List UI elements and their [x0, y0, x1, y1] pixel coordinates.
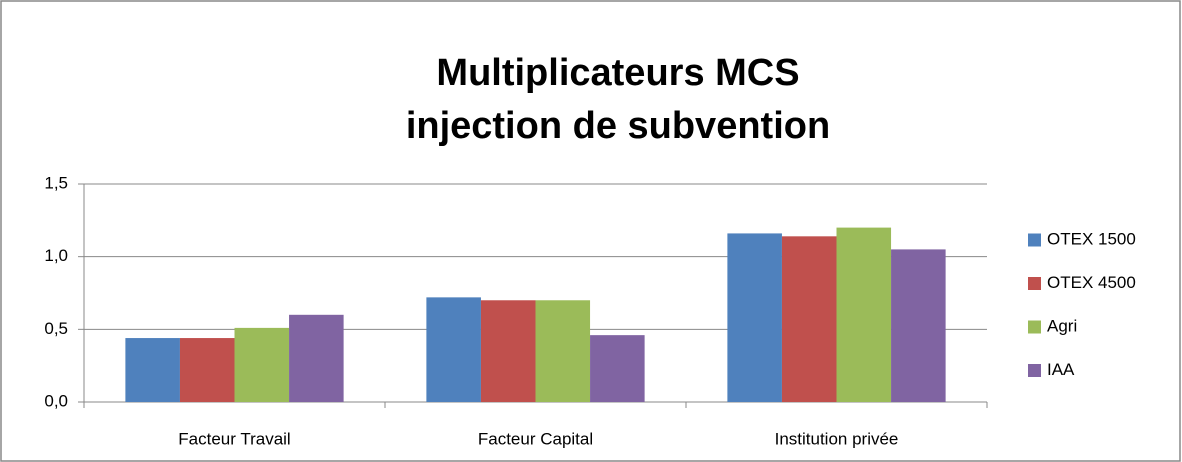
- bar: [836, 227, 892, 402]
- legend-swatch: [1028, 364, 1041, 377]
- bar: [590, 335, 645, 402]
- bar: [179, 338, 235, 402]
- x-tick-label: Institution privée: [775, 429, 899, 448]
- x-tick-label: Facteur Travail: [178, 429, 290, 448]
- bar: [781, 236, 837, 402]
- chart-title: Multiplicateurs MCS: [436, 52, 799, 94]
- legend-swatch: [1028, 277, 1041, 290]
- legend-label: OTEX 4500: [1047, 273, 1136, 292]
- bar: [289, 314, 344, 402]
- bar: [480, 300, 536, 402]
- y-tick-label: 0,5: [44, 319, 68, 338]
- bar: [727, 233, 782, 402]
- legend-label: OTEX 1500: [1047, 229, 1136, 248]
- y-tick-label: 1,0: [44, 246, 68, 265]
- bar: [535, 300, 591, 402]
- legend-swatch: [1028, 233, 1041, 247]
- y-tick-label: 1,5: [44, 173, 68, 192]
- bar: [891, 249, 946, 402]
- legend-label: IAA: [1047, 360, 1075, 379]
- x-tick-label: Facteur Capital: [478, 429, 593, 448]
- legend-swatch: [1028, 320, 1041, 334]
- legend-label: Agri: [1047, 316, 1077, 335]
- chart-title: injection de subvention: [406, 105, 830, 147]
- y-tick-label: 0,0: [44, 391, 68, 410]
- bar: [125, 338, 180, 402]
- bar: [234, 327, 290, 402]
- bar: [426, 297, 481, 402]
